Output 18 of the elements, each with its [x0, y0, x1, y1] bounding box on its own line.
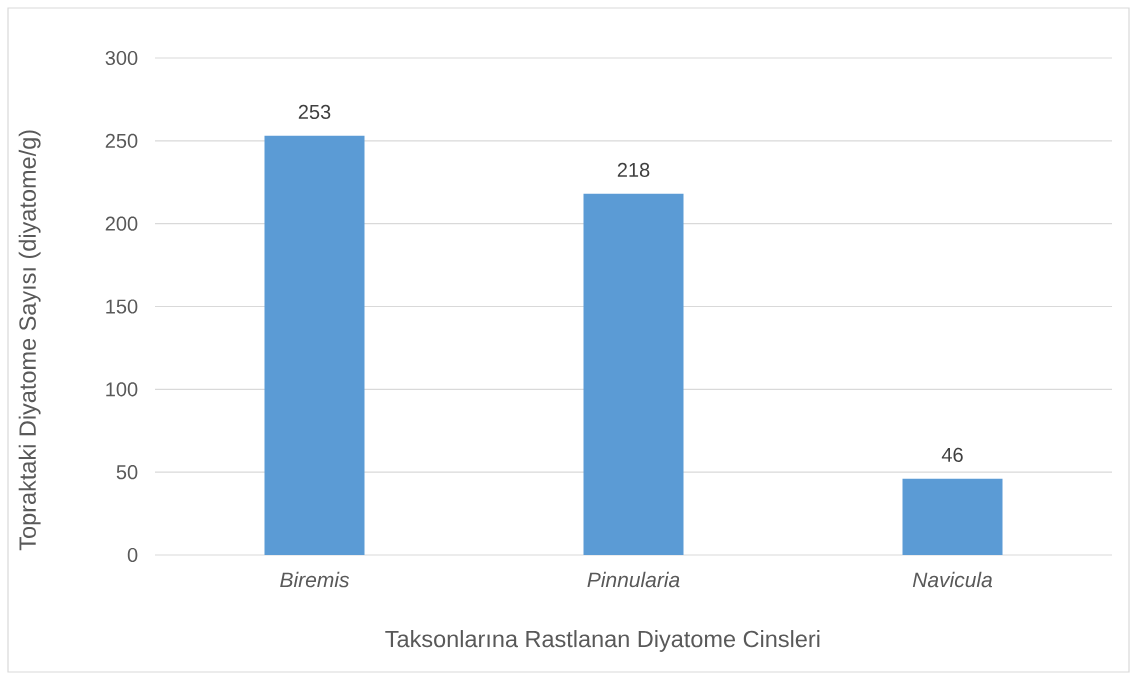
y-axis-title: Topraktaki Diyatome Sayısı (diyatome/g): [18, 130, 41, 551]
data-label: 46: [941, 447, 963, 462]
y-tick-label: 0: [127, 547, 138, 563]
x-tick-label: Biremis: [280, 571, 350, 588]
y-tick-label: 100: [106, 382, 138, 397]
x-tick-label: Pinnularia: [587, 571, 680, 588]
bar: [583, 193, 684, 555]
y-tick-label: 250: [105, 133, 138, 148]
y-tick-label: 150: [106, 299, 138, 314]
bar: [902, 478, 1003, 555]
x-axis-title: Taksonlarına Rastlanan Diyatome Cinsleri: [385, 630, 820, 652]
x-tick-label: Navicula: [912, 571, 993, 588]
data-label: 253: [298, 104, 331, 119]
bar: [264, 135, 365, 555]
data-label: 218: [617, 162, 650, 177]
y-tick-label: 50: [116, 465, 138, 480]
y-tick-label: 300: [105, 50, 138, 66]
y-tick-label: 200: [105, 216, 138, 231]
